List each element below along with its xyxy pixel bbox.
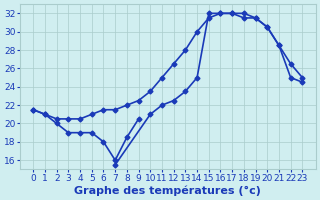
X-axis label: Graphe des températures (°c): Graphe des températures (°c) [74,185,261,196]
